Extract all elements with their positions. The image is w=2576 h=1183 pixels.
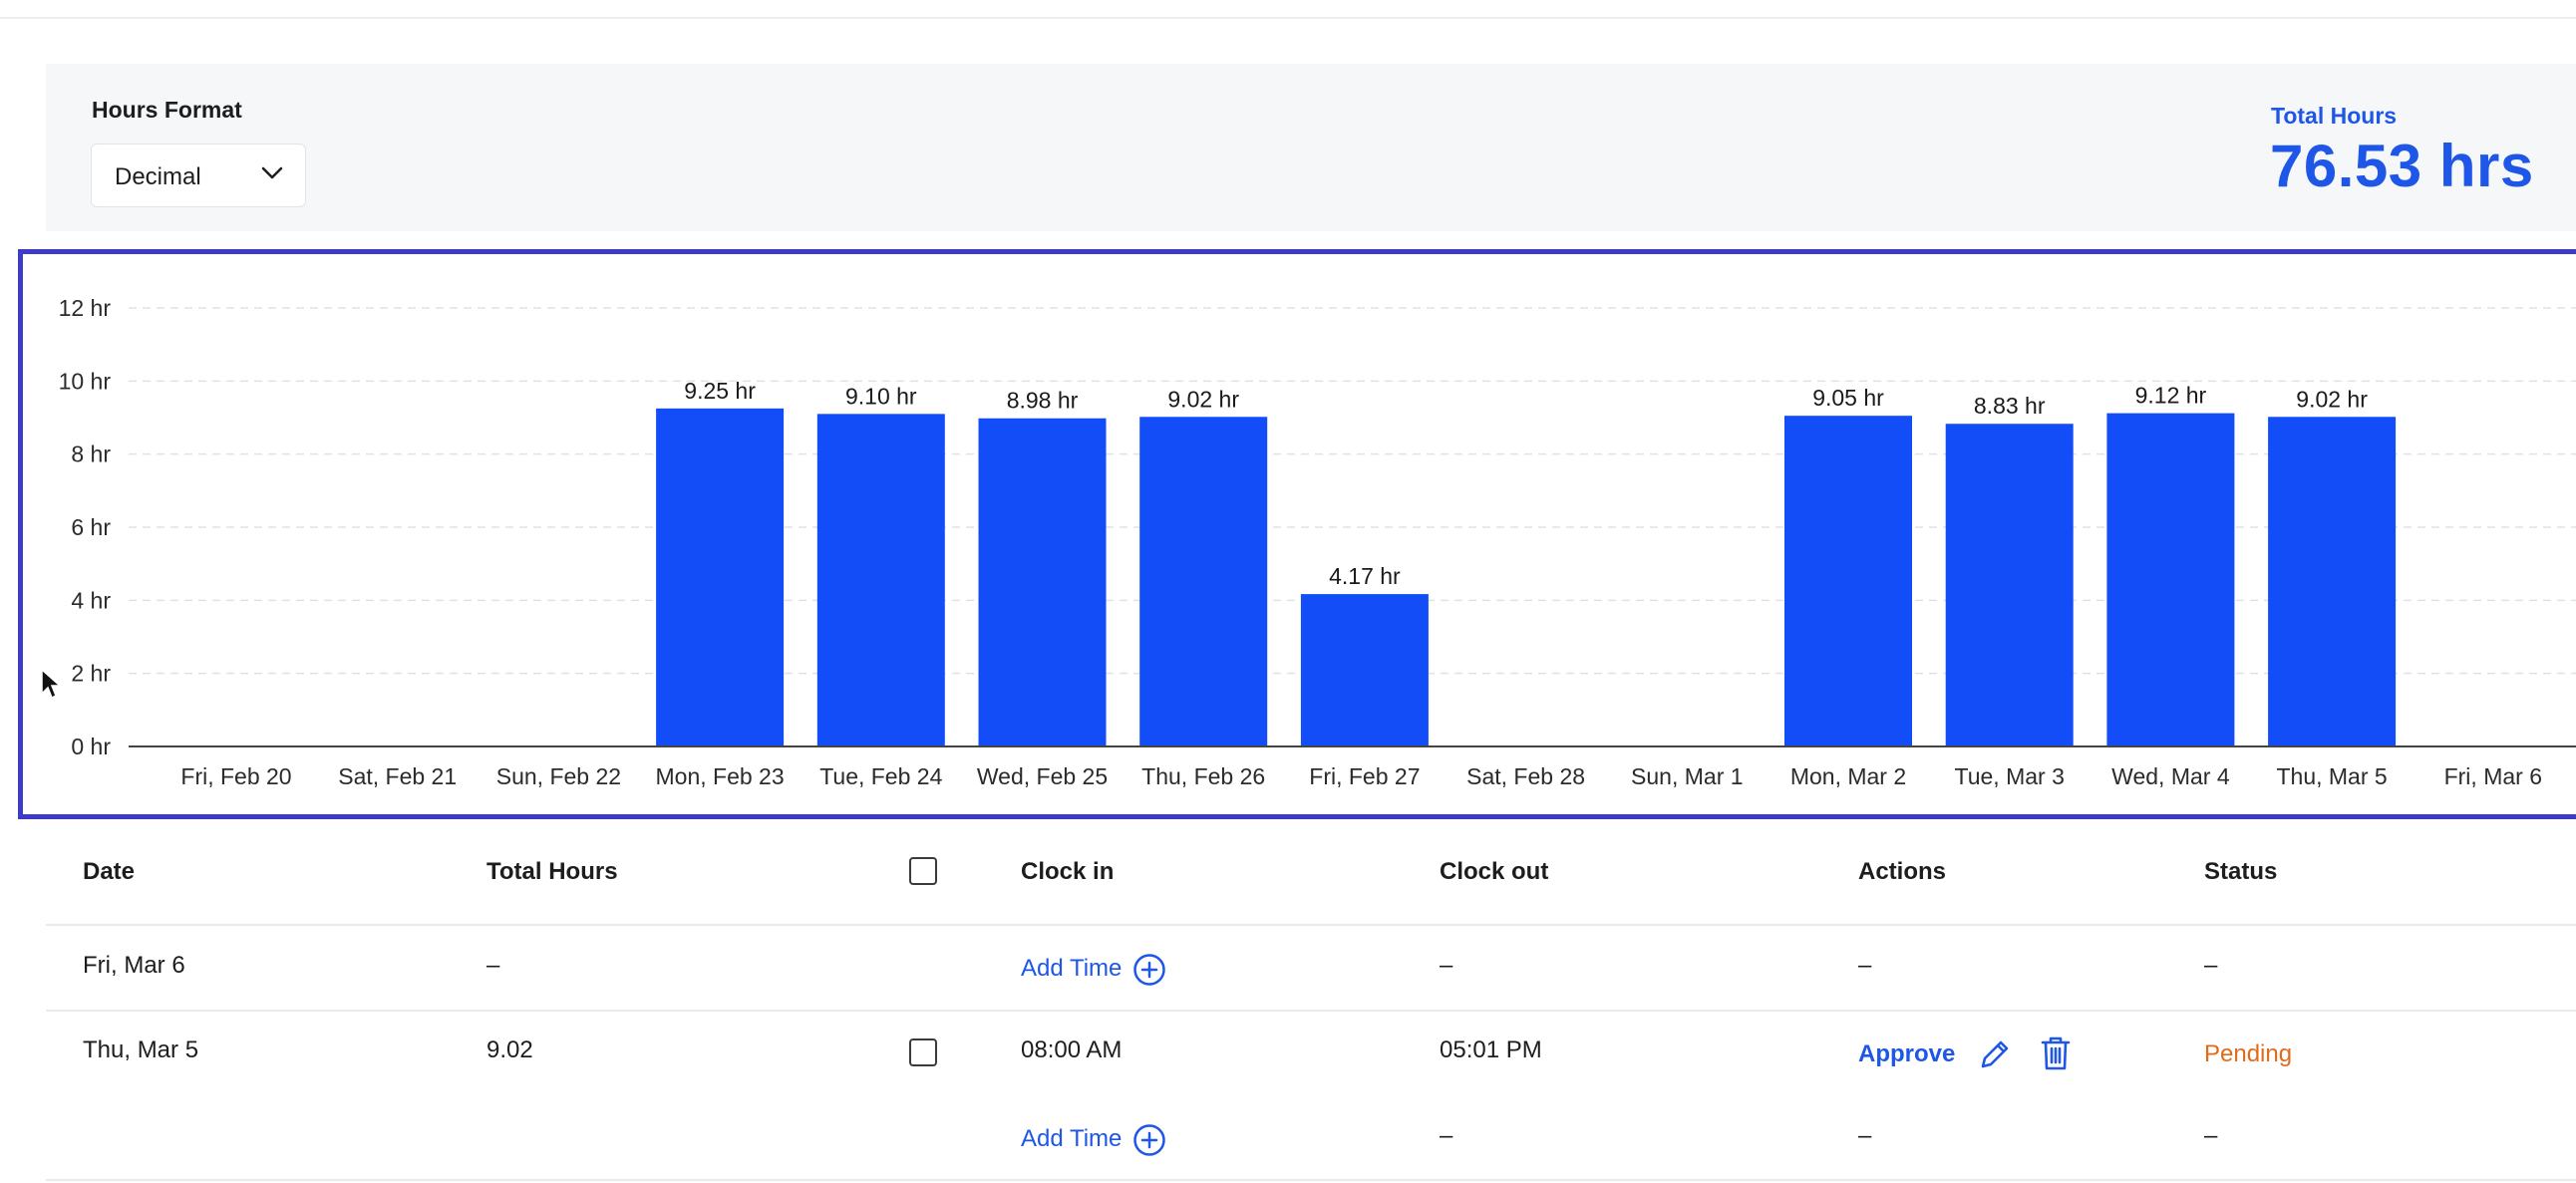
status-badge: Pending [2204, 1040, 2293, 1067]
row-date: Fri, Mar 6 [83, 952, 185, 979]
hours-chart-frame: 0 hr 2 hr 4 hr 6 hr 8 hr 10 hr 12 hr Fri, Feb 2… [18, 249, 2576, 819]
x-tick-label: Thu, Mar 5 [2276, 763, 2387, 789]
row-clock-out[interactable]: 05:01 PM [1440, 1036, 1542, 1063]
bar [2106, 413, 2235, 746]
row-select-checkbox[interactable] [909, 1038, 937, 1066]
x-tick-label: Wed, Mar 4 [2111, 763, 2230, 789]
total-hours-label: Total Hours [2271, 103, 2398, 129]
row-clock-in[interactable]: 08:00 AM [1021, 1036, 1123, 1063]
plus-circle-icon [1133, 1124, 1165, 1156]
mouse-cursor-icon [41, 668, 62, 700]
col-header-clock-in: Clock in [1021, 858, 1115, 885]
hours-format-label: Hours Format [92, 97, 242, 123]
add-time-button[interactable]: Add Time [1021, 954, 1165, 986]
bar [1139, 417, 1268, 746]
x-tick-label: Tue, Feb 24 [819, 763, 942, 789]
add-time-button[interactable]: Add Time [1021, 1124, 1165, 1156]
add-time-label: Add Time [1021, 955, 1123, 982]
x-tick-label: Mon, Mar 2 [1790, 763, 1906, 789]
row-date: Thu, Mar 5 [83, 1036, 199, 1063]
row-divider [46, 1179, 2576, 1181]
x-tick-label: Sat, Feb 28 [1466, 763, 1585, 789]
row-actions: – [1858, 1122, 1872, 1149]
row-actions: – [1858, 952, 1872, 979]
row-clock-out: – [1440, 1122, 1453, 1149]
row-total-hours: 9.02 [486, 1036, 533, 1063]
y-tick-label: 6 hr [71, 514, 111, 540]
hours-format-select[interactable]: Decimal [91, 144, 306, 207]
chevron-down-icon [261, 166, 283, 179]
bar-value-label: 8.83 hr [1974, 393, 2046, 419]
bar [978, 418, 1107, 746]
hours-format-value: Decimal [115, 163, 201, 190]
x-tick-label: Sun, Feb 22 [496, 763, 621, 789]
pencil-icon[interactable] [1977, 1036, 2013, 1072]
row-clock-out: – [1440, 952, 1453, 979]
x-tick-label: Mon, Feb 23 [656, 763, 785, 789]
total-hours-value: 76.53 hrs [2270, 133, 2534, 199]
row-divider [46, 1010, 2576, 1012]
row-status: – [2204, 952, 2218, 979]
approve-button[interactable]: Approve [1858, 1040, 1956, 1067]
bar-value-label: 9.02 hr [1167, 386, 1239, 412]
bar-value-label: 9.02 hr [2296, 386, 2368, 412]
select-all-checkbox[interactable] [909, 857, 937, 885]
row-total-hours: – [486, 952, 500, 979]
top-divider [0, 17, 2576, 19]
bar [1784, 416, 1912, 746]
bar-value-label: 9.10 hr [845, 383, 917, 409]
bar [656, 408, 785, 746]
x-tick-label: Sat, Feb 21 [338, 763, 457, 789]
bar-value-label: 4.17 hr [1329, 563, 1401, 589]
y-tick-label: 0 hr [71, 734, 111, 759]
x-tick-label: Wed, Feb 25 [977, 763, 1108, 789]
bar [1945, 424, 2074, 746]
col-header-clock-out: Clock out [1440, 858, 1549, 885]
x-tick-label: Fri, Feb 20 [180, 763, 291, 789]
trash-icon[interactable] [2039, 1035, 2073, 1072]
y-tick-label: 8 hr [71, 442, 111, 467]
row-divider [46, 924, 2576, 926]
bar-value-label: 9.12 hr [2135, 383, 2207, 409]
plus-circle-icon [1133, 954, 1165, 986]
bar-value-label: 9.25 hr [684, 378, 756, 404]
bar [2268, 417, 2397, 746]
y-tick-label: 10 hr [59, 368, 112, 394]
x-tick-label: Fri, Feb 27 [1309, 763, 1420, 789]
bar-value-label: 9.05 hr [1812, 385, 1884, 411]
x-tick-label: Tue, Mar 3 [1955, 763, 2065, 789]
y-tick-label: 12 hr [59, 295, 112, 321]
col-header-actions: Actions [1858, 858, 1947, 885]
x-tick-label: Fri, Mar 6 [2444, 763, 2542, 789]
col-header-status: Status [2204, 858, 2278, 885]
hours-bar-chart: 0 hr 2 hr 4 hr 6 hr 8 hr 10 hr 12 hr Fri, Feb 2… [59, 295, 2576, 789]
bar-value-label: 8.98 hr [1007, 388, 1079, 414]
bar [816, 414, 945, 746]
x-tick-label: Sun, Mar 1 [1631, 763, 1744, 789]
col-header-total-hours: Total Hours [486, 858, 618, 885]
summary-panel: Hours Format Decimal Total Hours 76.53 h… [46, 64, 2576, 231]
col-header-date: Date [83, 858, 136, 885]
row-status: – [2204, 1122, 2218, 1149]
x-tick-label: Thu, Feb 26 [1141, 763, 1265, 789]
y-tick-label: 2 hr [71, 661, 111, 687]
bar [1300, 594, 1429, 746]
add-time-label: Add Time [1021, 1125, 1123, 1152]
y-tick-label: 4 hr [71, 587, 111, 613]
